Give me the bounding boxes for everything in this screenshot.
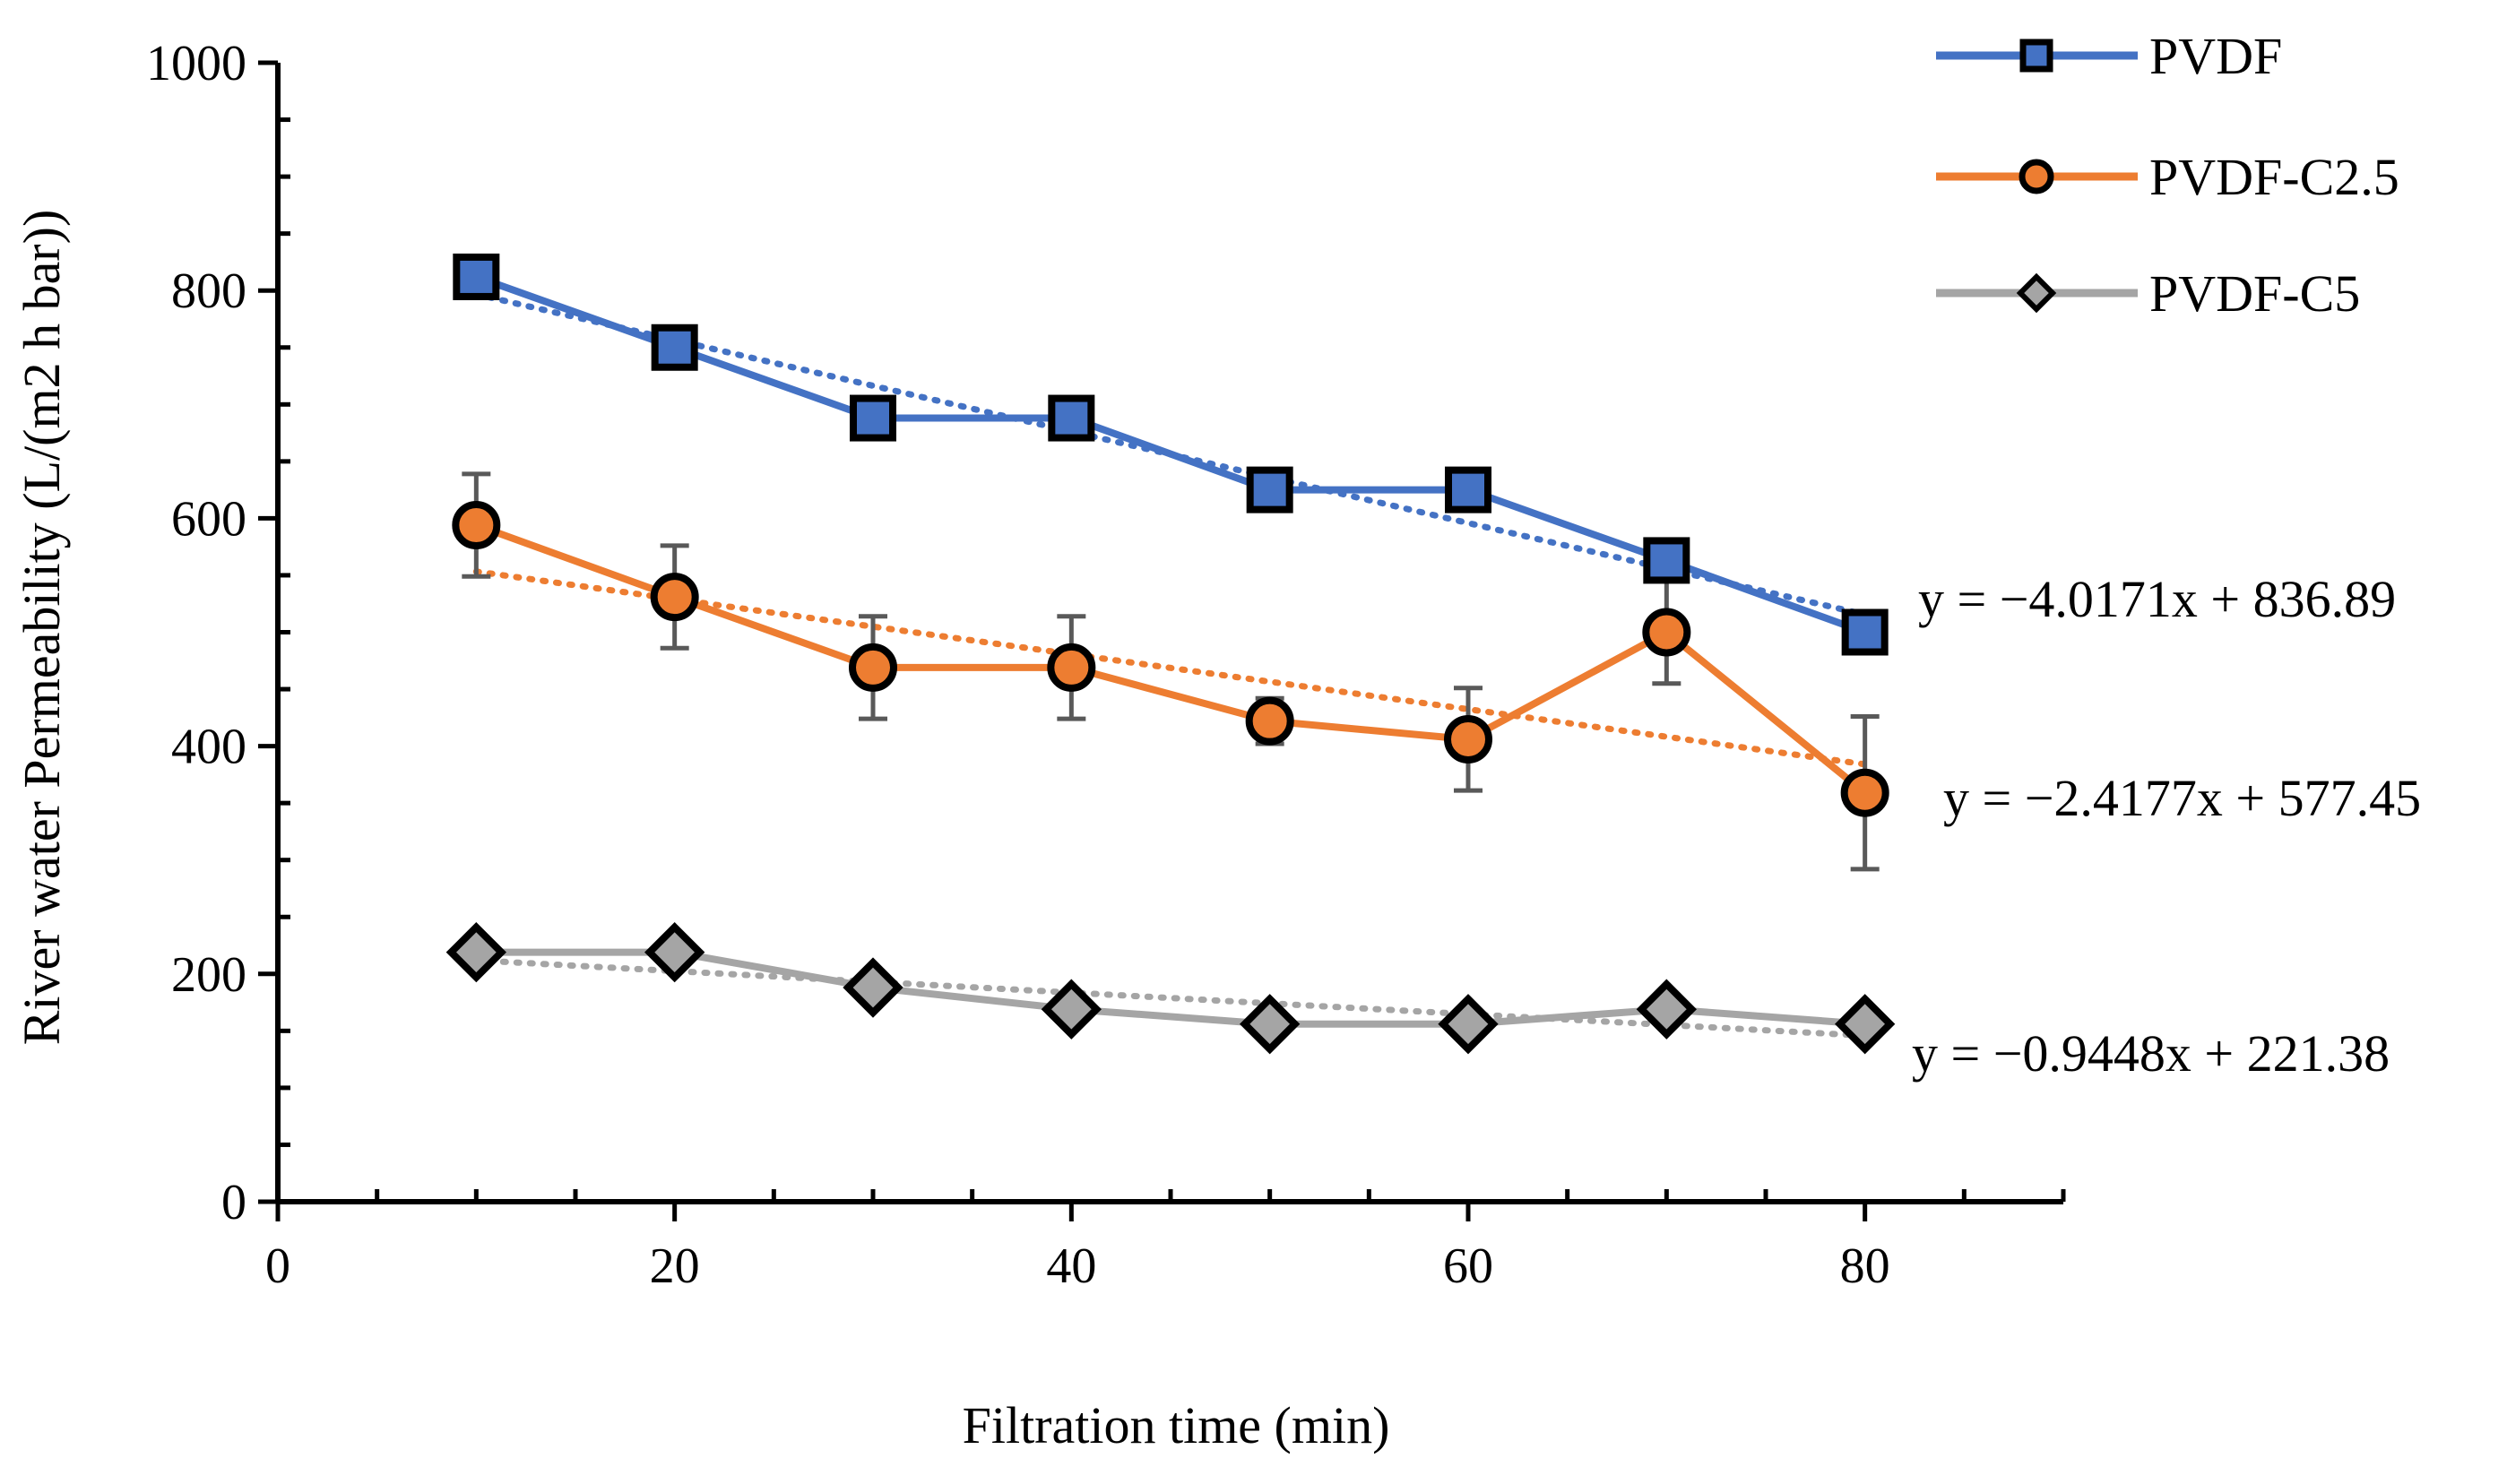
legend-marker bbox=[2019, 39, 2053, 73]
data-point-pvdf-c2.5 bbox=[1047, 643, 1096, 692]
data-point-pvdf-c2.5 bbox=[849, 643, 897, 692]
data-point-pvdf-c2.5 bbox=[650, 573, 699, 622]
data-point-pvdf bbox=[651, 324, 698, 371]
data-point-pvdf-c5 bbox=[644, 921, 705, 983]
y-tick-label: 0 bbox=[221, 1175, 246, 1230]
trendline-pvdf-c5 bbox=[472, 957, 1869, 1040]
trendline-pvdf-c2.5 bbox=[472, 568, 1869, 768]
data-point-pvdf-c5 bbox=[1438, 994, 1499, 1055]
series-line-pvdf-c5 bbox=[476, 948, 1865, 1028]
data-point-pvdf-c5 bbox=[1835, 994, 1896, 1055]
equations: y = −4.0171x + 836.89 y = −2.4177x + 577.… bbox=[1912, 570, 2421, 1083]
x-tick-label: 0 bbox=[265, 1238, 290, 1294]
legend-label: PVDF-C2.5 bbox=[2149, 148, 2399, 206]
legend: PVDF PVDF-C2.5 PVDF-C5 bbox=[1936, 27, 2399, 323]
y-tick-label: 1000 bbox=[146, 36, 246, 91]
y-tick-label: 800 bbox=[171, 263, 246, 319]
legend-marker bbox=[2016, 272, 2057, 314]
trendline-equation: y = −2.4177x + 577.45 bbox=[1943, 769, 2421, 827]
x-tick-label: 40 bbox=[1046, 1238, 1096, 1294]
x-axis-title: Filtration time (min) bbox=[963, 1396, 1390, 1454]
data-point-pvdf bbox=[1841, 608, 1889, 656]
y-tick-label: 400 bbox=[171, 720, 246, 775]
markers bbox=[445, 253, 1896, 1055]
y-tick-label: 200 bbox=[171, 947, 246, 1003]
data-point-pvdf-c2.5 bbox=[1245, 696, 1294, 746]
trendlines bbox=[472, 290, 1869, 1040]
x-tick-label: 80 bbox=[1840, 1238, 1890, 1294]
y-axis-title: River water Permeability (L/(m2 h bar)) bbox=[13, 210, 71, 1046]
series-lines bbox=[474, 273, 1868, 1028]
data-point-pvdf bbox=[1246, 466, 1293, 513]
data-point-pvdf bbox=[850, 394, 896, 442]
data-point-pvdf bbox=[1643, 537, 1690, 584]
legend-marker bbox=[2019, 159, 2054, 194]
legend-label: PVDF-C5 bbox=[2149, 264, 2360, 323]
legend-label: PVDF bbox=[2149, 27, 2282, 85]
data-point-pvdf-c2.5 bbox=[1840, 768, 1889, 817]
trendline-equation: y = −0.9448x + 221.38 bbox=[1912, 1024, 2390, 1083]
data-point-pvdf-c5 bbox=[445, 921, 506, 983]
data-point-pvdf-c2.5 bbox=[1444, 714, 1492, 764]
data-point-pvdf-c2.5 bbox=[452, 501, 501, 550]
data-point-pvdf-c2.5 bbox=[1642, 608, 1691, 657]
x-tick-label: 60 bbox=[1443, 1238, 1493, 1294]
data-point-pvdf-c5 bbox=[1636, 979, 1697, 1040]
data-point-pvdf-c5 bbox=[843, 957, 903, 1018]
x-tick-label: 20 bbox=[650, 1238, 700, 1294]
data-point-pvdf bbox=[1048, 394, 1095, 442]
data-point-pvdf-c5 bbox=[1041, 979, 1102, 1040]
data-point-pvdf-c5 bbox=[1240, 994, 1301, 1055]
series-line-pvdf-c2.5 bbox=[474, 522, 1868, 796]
series-line-pvdf bbox=[474, 273, 1867, 636]
data-point-pvdf bbox=[1445, 466, 1491, 513]
axes: 0 200 400 600 800 1000 0 20 40 60 80 bbox=[146, 36, 2066, 1294]
error-bars bbox=[462, 471, 1880, 872]
trendline-equation: y = −4.0171x + 836.89 bbox=[1918, 570, 2396, 628]
data-point-pvdf bbox=[453, 253, 500, 300]
y-tick-label: 600 bbox=[171, 491, 246, 547]
